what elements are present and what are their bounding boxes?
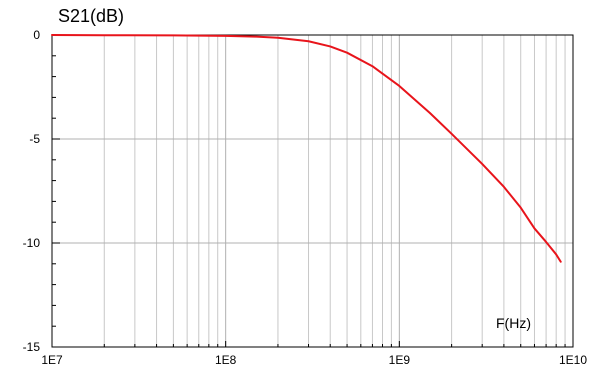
y-tick-label: 0 (33, 28, 40, 42)
axis-ticks (51, 34, 574, 348)
tick-labels: 1E7 1E8 1E9 1E10 0 -5 -10 -15 (23, 28, 588, 367)
y-tick-label: -5 (29, 132, 40, 146)
plot-area-frame (51, 34, 574, 348)
x-axis-label: F(Hz) (496, 315, 531, 331)
y-tick-label: -10 (23, 236, 41, 250)
x-tick-label: 1E7 (41, 353, 63, 367)
major-gridlines (52, 35, 573, 347)
x-tick-label: 1E10 (559, 353, 587, 367)
y-tick-label: -15 (23, 340, 41, 354)
minor-gridlines (103, 35, 566, 347)
x-tick-label: 1E8 (215, 353, 237, 367)
y-axis-label: S21(dB) (58, 6, 124, 26)
s21-series-line (51, 34, 562, 263)
x-tick-label: 1E9 (389, 353, 411, 367)
